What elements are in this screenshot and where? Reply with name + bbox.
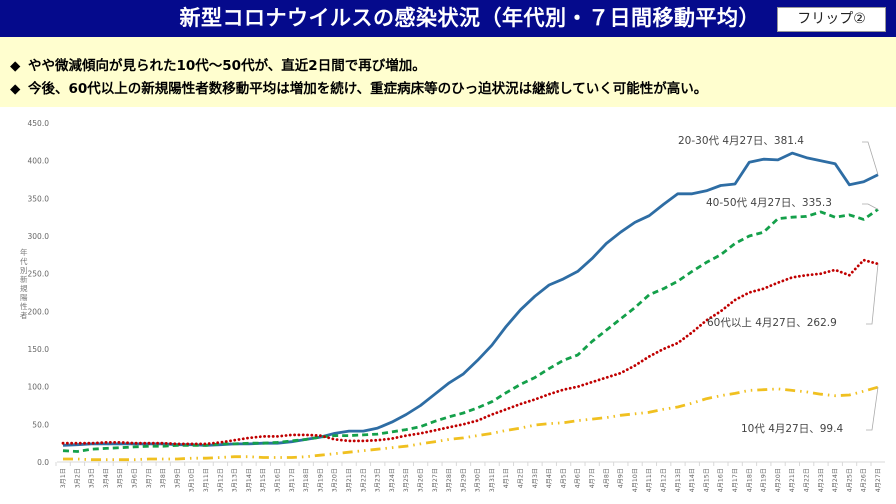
y-tick-label: 250.0 [28,270,50,279]
x-tick-label: 4月18日 [746,468,753,492]
x-tick-label: 3月18日 [303,468,310,492]
series-annotation: 20-30代 4月27日、381.4 [678,135,804,147]
annotations: 20-30代 4月27日、381.4 40-50代 4月27日、335.3 60代以… [678,135,879,435]
x-tick-label: 3月19日 [317,468,324,492]
diamond-bullet-icon: ◆ [10,81,21,97]
x-tick-label: 4月25日 [846,468,853,492]
x-tick-label: 4月11日 [646,468,653,492]
x-tick-label: 4月23日 [818,468,825,492]
x-tick-label: 3月17日 [289,468,296,492]
x-tick-label: 4月10日 [632,468,639,492]
x-tick-label: 4月1日 [503,468,510,488]
x-tick-label: 4月12日 [661,468,668,492]
x-tick-label: 3月7日 [146,468,153,488]
note-item: ◆ やや微減傾向が見られた10代～50代が、直近2日間で再び増加。 [10,54,426,74]
x-tick-label: 4月19日 [761,468,768,492]
series-line-2 [61,258,880,446]
x-tick-label: 4月7日 [589,468,596,488]
x-tick-label: 4月4日 [546,468,553,488]
y-tick-label: 0.0 [37,458,49,467]
y-tick-label: 400.0 [28,157,50,166]
series-line-0 [62,151,879,447]
annotation-leader-line [862,203,879,210]
x-tick-label: 3月13日 [232,468,239,492]
x-tick-label: 3月30日 [475,468,482,492]
note-text: 今後、60代以上の新規陽性者数移動平均は増加を続け、重症病床等のひっ迫状況は継続… [28,81,708,97]
x-tick-label: 3月8日 [160,468,167,488]
y-tick-label: 300.0 [28,232,50,241]
y-tick-label: 450.0 [28,119,50,128]
y-tick-label: 100.0 [28,383,50,392]
x-tick-label: 4月24日 [832,468,839,492]
x-tick-label: 3月24日 [389,468,396,492]
x-tick-label: 4月3日 [532,468,539,488]
x-tick-label: 4月14日 [689,468,696,492]
page-title: 新型コロナウイルスの感染状況（年代別・７日間移動平均） [179,6,760,30]
x-tick-label: 3月10日 [189,468,196,492]
x-tick-label: 4月15日 [703,468,710,492]
x-tick-label: 3月5日 [117,468,124,488]
x-tick-label: 3月29日 [460,468,467,492]
x-tick-label: 3月2日 [74,468,81,488]
series-annotation: 10代 4月27日、99.4 [741,423,843,435]
annotation-leader-line [866,387,879,431]
x-tick-label: 3月1日 [60,468,67,488]
y-tick-label: 50.0 [32,420,49,429]
x-tick-label: 3月6日 [131,468,138,488]
title-bar: 新型コロナウイルスの感染状況（年代別・７日間移動平均） フリップ② [0,0,896,37]
x-tick-label: 4月13日 [675,468,682,492]
series-annotation: 60代以上 4月27日、262.9 [707,317,837,329]
note-text: やや微減傾向が見られた10代～50代が、直近2日間で再び増加。 [28,58,426,74]
y-axis: 0.0 50.0 100.0 150.0 200.0 250.0 300.0 350.0 400… [20,119,49,467]
x-tick-label: 4月21日 [789,468,796,492]
x-axis: 3月1日 3月2日 3月3日 3月4日 3月5日 3月6日 3月7日 3月8日 3月9日 3月10… [55,461,885,492]
x-tick-label: 3月11日 [203,468,210,492]
summary-notes: ◆ やや微減傾向が見られた10代～50代が、直近2日間で再び増加。 ◆ 今後、60代… [0,37,896,107]
x-tick-label: 4月6日 [575,468,582,488]
annotation-leader-line [866,263,879,325]
x-tick-label: 4月16日 [718,468,725,492]
y-tick-label: 350.0 [28,194,50,203]
x-tick-label: 3月9日 [174,468,181,488]
series-annotation: 40-50代 4月27日、335.3 [706,197,832,209]
x-tick-label: 3月4日 [103,468,110,488]
x-tick-label: 3月21日 [346,468,353,492]
series-line-1 [62,208,879,453]
annotation-leader-line [862,141,879,175]
x-tick-label: 4月20日 [775,468,782,492]
x-tick-label: 3月28日 [446,468,453,492]
x-tick-label: 3月27日 [432,468,439,492]
x-tick-label: 4月17日 [732,468,739,492]
line-chart: 0.0 50.0 100.0 150.0 200.0 250.0 300.0 350.0 400… [20,119,885,492]
x-tick-label: 3月15日 [260,468,267,492]
diamond-bullet-icon: ◆ [10,58,21,74]
x-tick-label: 3月31日 [489,468,496,492]
y-tick-label: 200.0 [28,307,50,316]
x-tick-label: 3月12日 [217,468,224,492]
series-lines [61,151,880,462]
x-tick-label: 4月27日 [875,468,882,492]
x-tick-label: 3月23日 [375,468,382,492]
x-tick-label: 3月26日 [417,468,424,492]
x-tick-label: 3月16日 [274,468,281,492]
x-tick-label: 3月22日 [360,468,367,492]
x-tick-label: 3月14日 [246,468,253,492]
x-tick-label: 4月8日 [603,468,610,488]
x-tick-label: 3月20日 [332,468,339,492]
x-tick-label: 4月2日 [518,468,525,488]
x-tick-label: 4月22日 [804,468,811,492]
y-tick-label: 150.0 [28,345,50,354]
y-axis-label: 年代別新規陽性者 [20,247,28,320]
x-tick-label: 4月26日 [861,468,868,492]
flip-badge: フリップ② [777,7,886,32]
x-tick-label: 4月9日 [618,468,625,488]
x-tick-label: 3月25日 [403,468,410,492]
x-tick-label: 3月3日 [89,468,96,488]
note-item: ◆ 今後、60代以上の新規陽性者数移動平均は増加を続け、重症病床等のひっ迫状況は継… [10,77,707,97]
x-tick-label: 4月5日 [560,468,567,488]
